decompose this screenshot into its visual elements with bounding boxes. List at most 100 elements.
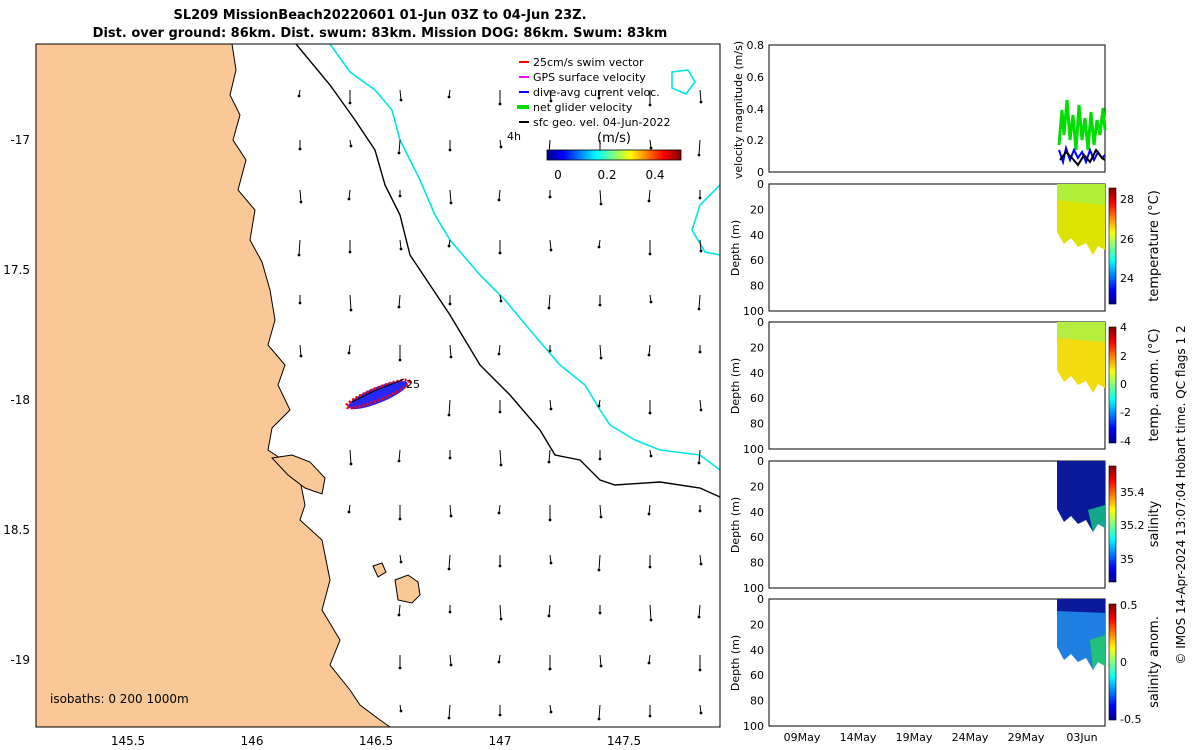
y-tick-label: -18 [10,393,30,407]
cb-tick: 28 [1120,193,1134,206]
depth-tick-label: 20 [750,341,764,354]
map-panel: 25 145.5 146 146.5 147 147.5 -17 17.5 -1… [3,43,721,748]
depth-tick-label: 20 [750,618,764,631]
depth-tick-label: 40 [750,367,764,380]
geo-vector-arrow [549,399,552,410]
depth-tick-label: 40 [750,644,764,657]
geo-vector-arrowhead [649,146,653,150]
geo-vector-arrowhead [597,568,601,572]
x-tick-label: 145.5 [111,734,145,748]
geo-vector-arrow [448,704,451,719]
y-tick-label: 0.2 [747,134,765,147]
salinity-anomaly-colorbar [1108,603,1117,721]
series-net-glider-velocity [1057,99,1107,151]
geo-vector-arrowhead [498,713,502,717]
geo-vector-arrow [399,89,402,101]
geo-vector-arrowhead [648,252,652,256]
temperature-colorbar [1108,187,1117,305]
depth-tick-label: 60 [750,392,764,405]
geo-vector-arrowhead [647,199,651,203]
geo-vector-arrowhead [398,517,402,521]
geo-vector-arrowhead [598,611,602,615]
geo-vector-arrowhead [699,249,703,253]
figure-title: SL209 MissionBeach20220601 01-Jun 03Z to… [173,8,587,23]
legend-label: 25cm/s swim vector [533,56,644,69]
x-tick-label: 24May [952,731,989,744]
land-mass [36,44,391,727]
geo-vector-arrow [548,449,551,463]
velocity-frame [768,44,1106,173]
y-tick-label: 0.6 [747,71,765,84]
geo-vector-arrowhead [447,413,451,417]
geo-vector-arrow [698,294,701,310]
geo-vector-arrowhead [348,101,352,105]
depth-ylabel: Depth (m) [729,220,742,276]
geo-vector-arrow [499,449,502,466]
geo-vector-arrowhead [349,144,353,148]
geo-vector-arrowhead [397,151,401,155]
temp-anomaly-surface-layer [1057,322,1105,342]
geo-vector-arrowhead [399,98,403,102]
y-tick-label: 0.4 [747,103,765,116]
speed-colorbar [546,149,682,161]
cb-tick: 0.5 [1120,599,1138,612]
temperature-frame [768,183,1106,312]
map-y-axis: -17 17.5 -18 18.5 -19 [3,133,30,667]
depth-tick-label: 20 [750,480,764,493]
salinity-frame [768,460,1106,589]
geo-vector-arrowhead [647,512,651,516]
geo-vector-arrow [699,239,702,252]
x-tick-label: 03Jun [1066,731,1097,744]
track-line [351,378,405,403]
geo-vector-arrow [449,504,452,517]
geo-vector-arrowhead [448,148,452,152]
figure-subtitle: Dist. over ground: 86km. Dist. swum: 83k… [92,26,668,41]
cb-tick: 35.2 [1120,519,1145,532]
geo-vector-arrow [549,239,552,251]
geo-vector-arrow [399,239,402,250]
geo-vector-arrowhead [499,145,503,149]
geo-vector-arrowhead [398,358,402,362]
geo-vector-arrow [398,604,401,616]
geo-vector-arrowhead [447,95,451,99]
geostrophic-vectors [297,89,703,721]
geo-vector-arrowhead [597,96,601,100]
geo-vector-arrowhead [649,618,653,622]
geo-vector-arrow [449,189,452,204]
track-label: 25 [406,378,420,391]
depth-tick-label: 100 [743,720,764,733]
geo-vector-arrowhead [599,515,603,519]
depth-tick-label: 80 [750,557,764,570]
isobath-1000 [329,44,720,471]
geo-vector-arrowhead [448,302,452,306]
geo-vector-arrow [448,399,451,416]
geo-vector-arrowhead [699,100,703,104]
temp-anomaly-cb-label: temp. anom. (°C) [1147,328,1162,441]
island-small [372,562,387,578]
geo-vector-arrowhead [648,411,652,415]
geo-vector-arrow [599,189,602,205]
geo-vector-arrowhead [697,153,701,157]
geo-vector-arrowhead [499,299,503,303]
isobath-1000-ring [671,69,696,95]
geo-vector-arrowhead [399,709,403,713]
geo-vector-arrowhead [449,663,453,667]
geo-vector-arrow [548,294,551,309]
depth-tick-label: 100 [743,443,764,456]
depth-ylabel: Depth (m) [729,358,742,414]
geo-vector-arrowhead [347,351,351,355]
swim-vector-cluster [344,378,412,410]
salinity-cb-label: salinity [1147,500,1162,547]
geo-vector-arrow [448,554,451,570]
geo-vector-arrowhead [548,667,552,671]
x-tick-label: 146.5 [359,734,393,748]
geo-vector-arrowhead [647,661,651,665]
isobath-note: isobaths: 0 200 1000m [50,692,189,706]
geo-vector-arrowhead [549,248,553,252]
geo-vector-arrowhead [648,103,652,107]
legend-label: net glider velocity [533,101,633,114]
geo-vector-arrowhead [547,614,551,618]
geo-vector-arrow [698,139,701,156]
temperature-cb-label: temperature (°C) [1147,190,1162,302]
